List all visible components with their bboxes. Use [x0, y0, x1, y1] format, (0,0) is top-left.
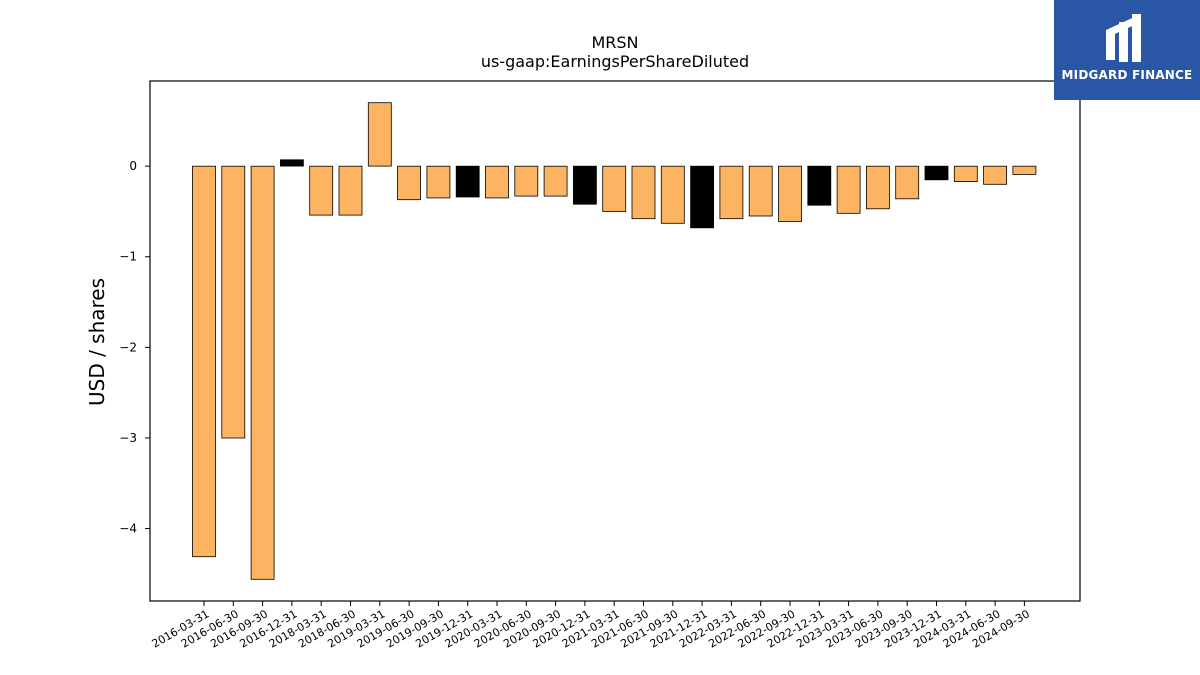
bar-2018-06-30	[338, 165, 363, 216]
y-tick-label: −3	[119, 431, 137, 445]
bar-2020-06-30	[514, 165, 539, 197]
bar-2023-12-31	[924, 165, 949, 181]
bar-2020-12-31	[573, 165, 597, 205]
bar-2016-12-31	[279, 159, 304, 167]
bar-2023-09-30	[895, 165, 920, 200]
bar-2023-06-30	[866, 165, 890, 210]
bar-2021-03-31	[602, 165, 627, 212]
bar-2016-06-30	[221, 165, 246, 439]
bar-2020-09-30	[543, 165, 568, 197]
bar-2019-12-31	[455, 165, 480, 198]
midgard-finance-logo: MIDGARD FINANCE	[1054, 0, 1200, 100]
plot-frame	[149, 80, 1081, 602]
bar-2019-09-30	[426, 165, 451, 199]
y-tick-label: 0	[129, 159, 137, 173]
y-ticks-group: 0 −1 −2 −3 −4	[119, 159, 150, 536]
bar-2022-06-30	[748, 165, 773, 217]
y-tick-label: −2	[119, 340, 137, 354]
bar-2022-03-31	[719, 165, 744, 220]
chart-subtitle: us-gaap:EarningsPerShareDiluted	[481, 52, 749, 71]
bar-2022-12-31	[807, 165, 832, 206]
y-tick-label: −1	[119, 250, 137, 264]
bar-2018-03-31	[309, 165, 334, 216]
x-ticks-group: 2016-03-312016-06-302016-09-302016-12-31…	[150, 601, 1032, 651]
bar-2021-09-30	[660, 165, 685, 224]
bar-2021-12-31	[690, 165, 714, 229]
bar-2019-06-30	[397, 165, 422, 201]
chart-title: MRSN	[591, 33, 638, 52]
bar-2022-09-30	[778, 165, 802, 222]
bar-2023-03-31	[836, 165, 861, 214]
bar-2016-03-31	[192, 165, 216, 558]
bar-2016-09-30	[250, 165, 275, 580]
bar-2020-03-31	[485, 165, 509, 199]
bar-2024-09-30	[1012, 165, 1037, 175]
bar-2024-06-30	[983, 165, 1007, 185]
y-axis-label: USD / shares	[85, 278, 109, 406]
logo-mark-icon	[1106, 14, 1141, 62]
bar-2019-03-31	[367, 102, 392, 167]
bars-group	[192, 102, 1037, 580]
bar-2021-06-30	[631, 165, 656, 220]
logo-text: MIDGARD FINANCE	[1061, 68, 1193, 82]
bar-2024-03-31	[953, 165, 978, 182]
y-tick-label: −4	[119, 522, 137, 536]
